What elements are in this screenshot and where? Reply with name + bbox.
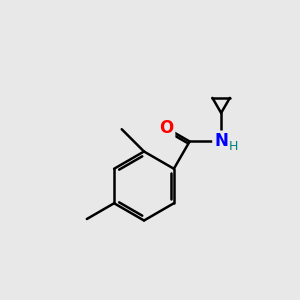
Text: H: H [229, 140, 238, 153]
Text: N: N [214, 133, 228, 151]
Text: O: O [159, 119, 173, 137]
